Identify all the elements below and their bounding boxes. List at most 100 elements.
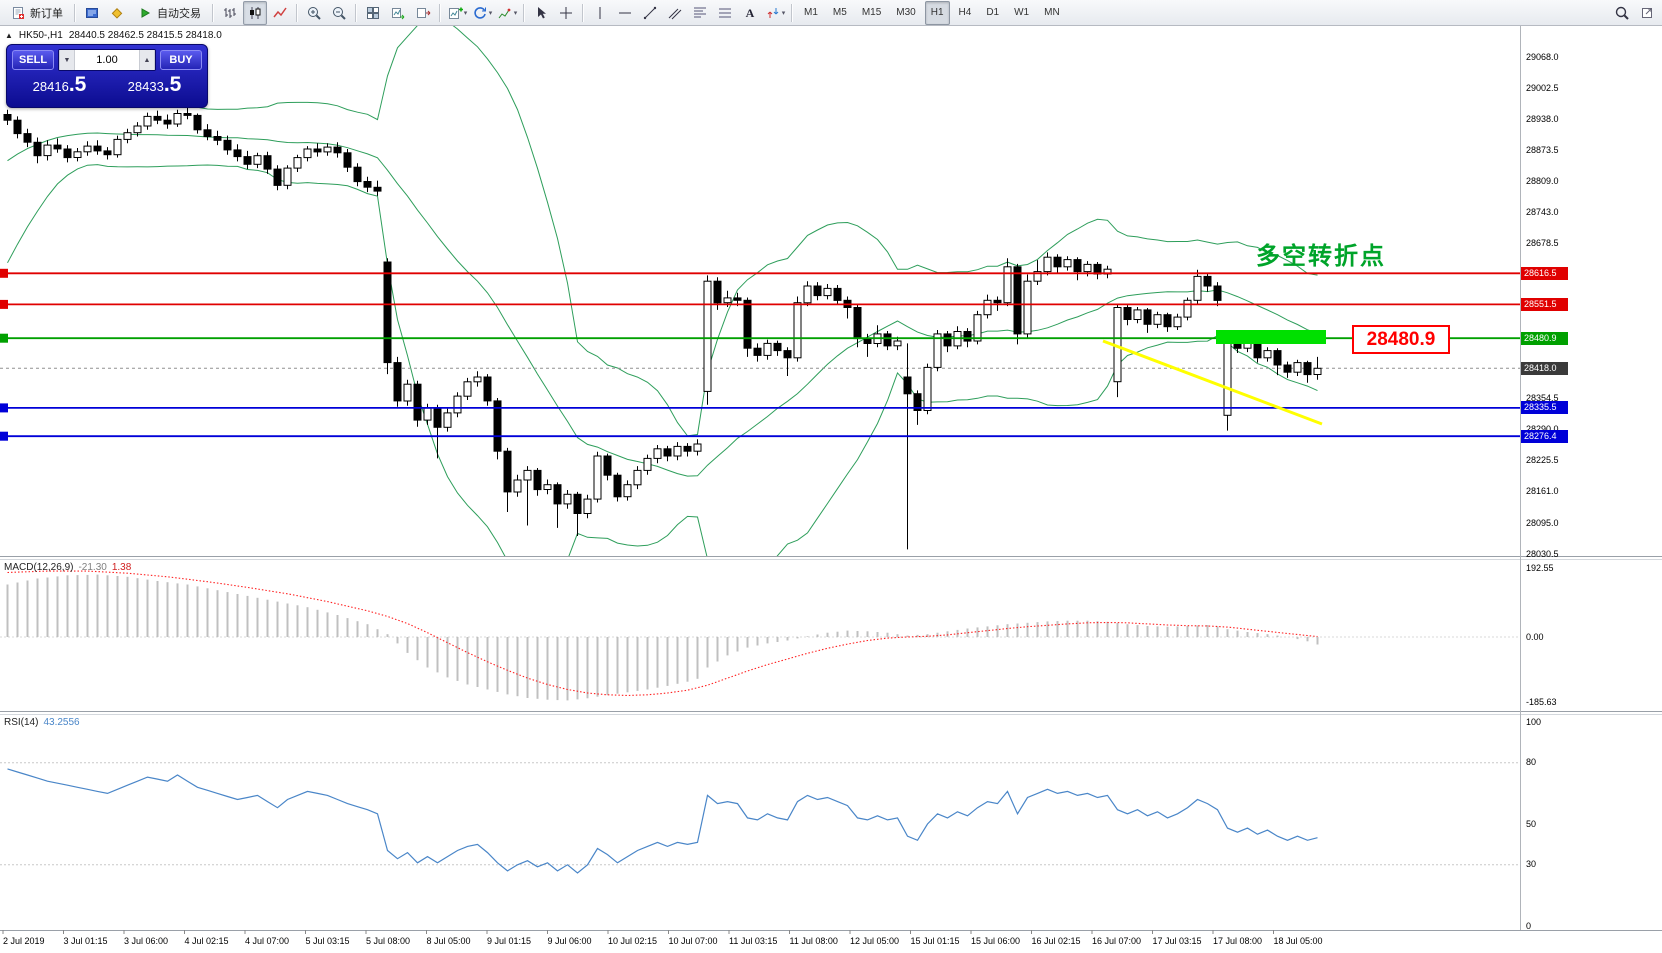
macd-axis-label: -185.63 <box>1526 697 1557 708</box>
crosshair-tool-button[interactable] <box>554 1 578 25</box>
new-order-button[interactable]: 新订单 <box>3 0 70 26</box>
chart-line-button[interactable] <box>268 1 292 25</box>
chart-candles-button[interactable] <box>243 0 267 25</box>
volume-input[interactable]: 1.00 <box>96 54 118 66</box>
search-button[interactable] <box>1610 1 1634 25</box>
buy-button[interactable]: BUY <box>160 50 202 70</box>
market-watch-button[interactable] <box>80 1 104 25</box>
time-axis-label: 3 Jul 06:00 <box>124 936 169 946</box>
timeframe-m1-button[interactable]: M1 <box>804 7 818 18</box>
channel-icon <box>668 8 682 19</box>
text-icon: A <box>746 6 755 20</box>
time-axis-label: 16 Jul 07:00 <box>1092 936 1142 946</box>
time-axis-label: 9 Jul 01:15 <box>487 936 532 946</box>
price-axis-label: 28095.0 <box>1526 517 1559 528</box>
zoomout-icon <box>333 6 346 20</box>
text-tool-button[interactable]: A <box>738 1 762 25</box>
time-axis-label: 9 Jul 06:00 <box>547 936 592 946</box>
autotrading-button[interactable]: 自动交易 <box>130 0 208 26</box>
profiles-button[interactable]: ▾ <box>470 1 494 25</box>
rsi-axis-label: 50 <box>1526 818 1537 829</box>
sell-button[interactable]: SELL <box>12 50 54 70</box>
timeframe-h4-button[interactable]: H4 <box>958 7 972 18</box>
price-tag: 28335.5 <box>1521 401 1568 415</box>
search-icon <box>1615 6 1629 20</box>
horizontal-line-tool-button[interactable] <box>613 1 637 25</box>
time-axis-label: 18 Jul 05:00 <box>1273 936 1323 946</box>
navigator-button[interactable] <box>105 1 129 25</box>
rsi-axis-label: 30 <box>1526 859 1537 870</box>
price-axis-label: 28809.0 <box>1526 175 1559 186</box>
levels-tool-button[interactable] <box>713 1 737 25</box>
price-axis-label: 28354.5 <box>1526 393 1559 404</box>
time-axis-label: 5 Jul 03:15 <box>305 936 350 946</box>
rsi-axis-label: 0 <box>1526 920 1532 931</box>
tile-windows-button[interactable] <box>361 1 385 25</box>
zoom-in-button[interactable] <box>302 1 326 25</box>
one-click-collapse-icon[interactable]: ▲ <box>5 31 13 40</box>
cursor-icon <box>538 6 546 18</box>
toolbar-separator <box>296 3 298 22</box>
cursor-tool-button[interactable] <box>529 1 553 25</box>
fibonacci-tool-button[interactable] <box>688 1 712 25</box>
trendline-icon <box>643 6 657 19</box>
timeframe-m30-button[interactable]: M30 <box>896 7 916 18</box>
bars-icon <box>224 7 236 18</box>
macd-name: MACD(12,26,9) <box>4 562 74 573</box>
dropdown-caret-icon: ▾ <box>781 9 786 17</box>
time-axis-label: 17 Jul 08:00 <box>1213 936 1263 946</box>
autotrading-button-label: 自动交易 <box>157 7 201 20</box>
time-axis-label: 2 Jul 2019 <box>3 936 45 946</box>
vline-icon <box>599 6 601 19</box>
timeframe-h1-button[interactable]: H1 <box>924 0 950 25</box>
time-axis-label: 4 Jul 07:00 <box>245 936 290 946</box>
crosshair-icon <box>560 6 572 19</box>
price-frac: .5 <box>68 73 87 96</box>
chart-bars-button[interactable] <box>218 1 242 25</box>
chart-shift-button[interactable] <box>411 1 435 25</box>
newchart-icon <box>448 7 463 19</box>
turning-point-annotation: 多空转折点 <box>1256 243 1386 270</box>
timeframe-m15-button[interactable]: M15 <box>861 7 882 18</box>
new-chart-button[interactable]: ▾ <box>445 1 469 25</box>
macd-axis-label: 192.55 <box>1526 563 1554 574</box>
volume-decrease-button[interactable]: ▼ <box>59 50 75 70</box>
price-int: 28416 <box>32 79 69 94</box>
rsi-indicator-label: RSI(14) 43.2556 <box>4 717 80 728</box>
vertical-line-tool-button[interactable] <box>588 1 612 25</box>
shift-icon <box>417 7 431 18</box>
time-axis-label: 5 Jul 08:00 <box>366 936 411 946</box>
candles-icon <box>250 6 261 19</box>
price-frac: .5 <box>163 73 182 96</box>
timeframe-w1-button[interactable]: W1 <box>1014 7 1030 18</box>
timeframe-mn-button[interactable]: MN <box>1044 7 1060 18</box>
arrows-tool-button[interactable]: ▾ <box>763 1 787 25</box>
timeframe-d1-button[interactable]: D1 <box>986 7 1000 18</box>
chart-ohlc-values: 28440.5 28462.5 28415.5 28418.0 <box>68 30 222 41</box>
autoscroll-icon <box>392 7 405 19</box>
time-axis-label: 3 Jul 01:15 <box>63 936 108 946</box>
price-axis-label: 28938.0 <box>1526 113 1559 124</box>
indicators-button[interactable]: ▾ <box>495 1 519 25</box>
zoom-out-button[interactable] <box>327 1 351 25</box>
time-axis-label: 10 Jul 02:15 <box>608 936 658 946</box>
rsi-axis-label: 80 <box>1526 757 1537 768</box>
price-tag: 28276.4 <box>1521 429 1568 443</box>
svg-text:A: A <box>746 6 755 20</box>
price-axis-label: 28873.5 <box>1526 144 1559 155</box>
diamond-icon <box>111 7 123 19</box>
price-axis-label: 28161.0 <box>1526 486 1559 496</box>
timeframe-m5-button[interactable]: M5 <box>832 7 847 18</box>
quick-navigation-button[interactable] <box>1635 1 1659 25</box>
dropdown-caret-icon: ▾ <box>513 9 518 17</box>
auto-scroll-button[interactable] <box>386 1 410 25</box>
levels-icon <box>719 8 731 17</box>
toolbar-separator <box>791 3 793 22</box>
volume-control: ▼ 1.00 ▲ <box>58 49 156 71</box>
macd-indicator-label: MACD(12,26,9) -21.30 1.38 <box>4 562 131 573</box>
trendline-tool-button[interactable] <box>638 1 662 25</box>
channel-tool-button[interactable] <box>663 1 687 25</box>
volume-increase-button[interactable]: ▲ <box>139 50 155 70</box>
macd-main-value: -21.30 <box>78 562 107 573</box>
